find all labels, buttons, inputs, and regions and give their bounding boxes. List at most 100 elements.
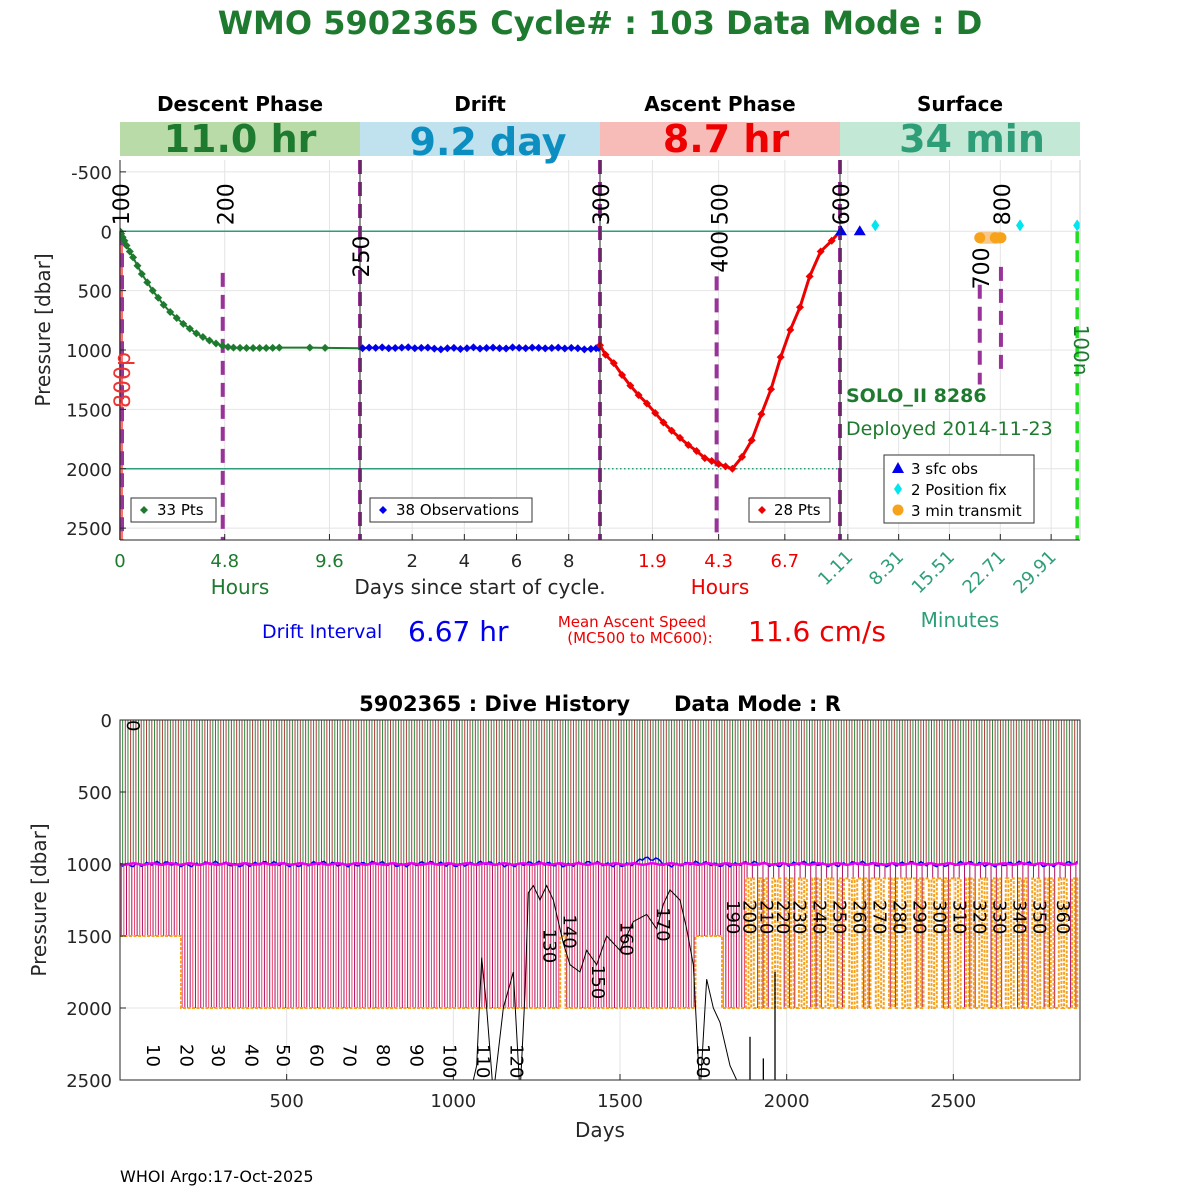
drift-point xyxy=(404,343,413,352)
surface-x-tick-label: 29.91 xyxy=(1009,547,1060,598)
duration-ascent: 8.7 hr xyxy=(663,117,790,161)
mc-label-300: 300 xyxy=(590,183,615,225)
top-y-ticks: -500 0 500 1000 1500 2000 2500 xyxy=(66,163,126,540)
dive-history-panel: 5902365 : Dive History Data Mode : R 500… xyxy=(27,692,1081,1142)
cycle-label-130: 130 xyxy=(539,929,560,963)
cycle-label-230: 230 xyxy=(789,900,810,934)
right-side-label: 100n xyxy=(1069,325,1093,376)
ascent-point xyxy=(626,381,635,390)
cycle-label-250: 250 xyxy=(829,900,850,934)
mc-label-200: 200 xyxy=(215,183,240,225)
band-drift xyxy=(360,122,600,156)
phase-name-surface: Surface xyxy=(917,92,1003,116)
surface-x-tick-label: 1.11 xyxy=(814,547,857,590)
bottom-y-axis-label: Pressure [dbar] xyxy=(27,823,51,976)
cycle-label-210: 210 xyxy=(755,900,776,934)
mc-label-700: 700 xyxy=(970,247,995,289)
drift-point xyxy=(436,345,445,354)
phase-name-descent: Descent Phase xyxy=(157,92,323,116)
surface-x-tick-label: 22.71 xyxy=(959,547,1010,598)
drift-point xyxy=(397,343,406,352)
drift-interval-value: 6.67 hr xyxy=(408,615,509,648)
drift-point xyxy=(365,343,374,352)
descent-point xyxy=(236,343,244,352)
drift-point xyxy=(378,343,387,352)
drift-point xyxy=(495,344,504,353)
descent-point xyxy=(172,313,181,322)
band-descent xyxy=(120,122,360,156)
top-y-tick-label: 1000 xyxy=(66,341,112,362)
deployment-date: Deployed 2014-11-23 xyxy=(846,418,1053,440)
ascent-speed-value: 11.6 cm/s xyxy=(748,615,886,648)
drift-point xyxy=(469,343,478,352)
top-x-tick-label: 4.8 xyxy=(210,551,239,572)
descent-point xyxy=(262,343,271,352)
cycle-label-80: 80 xyxy=(372,1044,393,1067)
bottom-y-tick-label: 2500 xyxy=(66,1071,112,1092)
descent-point xyxy=(154,293,163,302)
top-x-tick-label: 9.6 xyxy=(315,551,344,572)
cycle-label-280: 280 xyxy=(889,900,910,934)
bottom-y-tick-label: 1500 xyxy=(66,927,112,948)
ascent-point xyxy=(634,391,643,400)
cycle-label-350: 350 xyxy=(1029,900,1050,934)
cycle-label-360: 360 xyxy=(1052,900,1073,934)
cycle-label-320: 320 xyxy=(969,900,990,934)
ascent-point xyxy=(767,385,776,394)
cycle-label-290: 290 xyxy=(909,900,930,934)
drift-x-axis-label: Days since start of cycle. xyxy=(354,575,605,599)
cycle-label-60: 60 xyxy=(305,1044,326,1067)
drift-point xyxy=(567,343,576,352)
drift-legend-marker xyxy=(379,506,387,514)
descent-point xyxy=(159,300,168,309)
top-y-tick-label: 0 xyxy=(101,222,112,243)
cycle-label-150: 150 xyxy=(587,965,608,999)
top-x-tick-label: 4 xyxy=(459,551,470,572)
drift-point xyxy=(573,344,582,353)
position-fix-legend-marker xyxy=(894,483,902,495)
descent-x-axis-label: Hours xyxy=(211,575,270,599)
drift-point xyxy=(515,343,524,352)
cycle-label-200: 200 xyxy=(739,900,760,934)
descent-point xyxy=(148,286,157,295)
left-side-label: 800p xyxy=(111,352,136,408)
bottom-x-tick-label: 1000 xyxy=(430,1091,476,1112)
surface-x-tick-label: 15.51 xyxy=(908,547,959,598)
phase-name-drift: Drift xyxy=(454,92,506,116)
transmit-legend-marker xyxy=(892,504,904,516)
drift-point xyxy=(547,343,556,352)
ascent-point xyxy=(786,325,795,334)
ascent-point xyxy=(609,359,618,368)
duration-surface: 34 min xyxy=(899,117,1045,161)
top-x-tick-label: 4.3 xyxy=(704,551,733,572)
position-fix-marker xyxy=(1016,219,1024,232)
float-model: SOLO_II 8286 xyxy=(846,385,987,407)
cycle-label-270: 270 xyxy=(869,900,890,934)
bottom-series xyxy=(120,720,1080,1080)
sfc-obs-legend-text: 3 sfc obs xyxy=(911,460,978,478)
descent-point xyxy=(268,343,277,352)
ascent-point xyxy=(721,462,730,471)
cycle-label-190: 190 xyxy=(722,900,743,934)
drift-point xyxy=(358,344,367,353)
drift-point xyxy=(489,343,498,352)
cycle-label-180: 180 xyxy=(692,1044,713,1078)
descent-point xyxy=(122,241,131,250)
descent-point xyxy=(249,343,258,352)
descent-legend: 33 Pts xyxy=(130,497,217,523)
ascent-speed-label-line2: (MC500 to MC600): xyxy=(567,629,712,647)
ascent-point xyxy=(757,410,766,419)
ascent-point xyxy=(684,441,693,449)
mc-label-250: 250 xyxy=(350,236,375,278)
ascent-point xyxy=(601,350,610,359)
descent-point xyxy=(229,343,238,352)
bottom-y-tick-label: 500 xyxy=(78,783,112,804)
descent-point xyxy=(192,329,201,338)
bottom-x-tick-label: 500 xyxy=(269,1091,303,1112)
ascent-point xyxy=(796,303,804,312)
mc-label-500: 500 xyxy=(709,183,734,225)
cycle-label-260: 260 xyxy=(849,900,870,934)
top-x-tick-label: 2 xyxy=(406,551,417,572)
footer-credit: WHOI Argo:17-Oct-2025 xyxy=(120,1167,314,1186)
